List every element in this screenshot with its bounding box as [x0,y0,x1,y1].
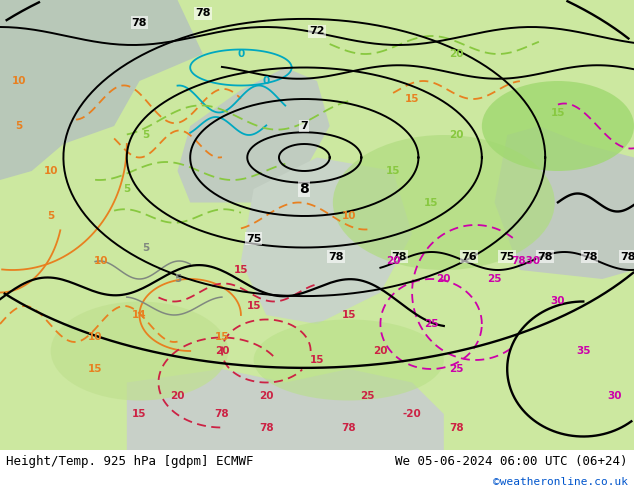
Text: 20: 20 [373,346,387,356]
Text: 78: 78 [259,422,274,433]
Text: 15: 15 [405,94,419,104]
Ellipse shape [333,135,555,270]
Text: 72: 72 [309,26,325,36]
Text: ©weatheronline.co.uk: ©weatheronline.co.uk [493,477,628,487]
Text: 15: 15 [133,409,146,419]
Ellipse shape [482,81,634,171]
Text: 78: 78 [392,251,407,262]
Ellipse shape [51,301,228,400]
Text: 20: 20 [450,130,463,140]
Text: We 05-06-2024 06:00 UTC (06+24): We 05-06-2024 06:00 UTC (06+24) [395,455,628,467]
Text: 5: 5 [142,130,150,140]
Text: 20: 20 [450,49,463,59]
Text: 30: 30 [551,296,565,307]
Text: 5: 5 [47,211,55,221]
Text: 15: 15 [424,197,438,207]
Text: 15: 15 [234,265,248,275]
Text: 78: 78 [195,8,210,19]
Text: 15: 15 [386,166,400,176]
Text: 10: 10 [342,211,356,221]
Text: 5: 5 [142,243,150,252]
Text: 5: 5 [123,184,131,194]
Text: 75: 75 [500,251,515,262]
Text: 78: 78 [341,422,356,433]
Text: 20: 20 [171,391,184,401]
Text: 20: 20 [437,274,451,284]
Text: 10: 10 [88,333,102,343]
Text: 78: 78 [132,18,147,27]
Text: 30: 30 [608,391,622,401]
Text: 78: 78 [538,251,553,262]
Text: 15: 15 [247,301,261,311]
Text: 14: 14 [132,310,147,320]
Text: 25: 25 [424,319,438,329]
Text: 20: 20 [386,256,400,266]
Text: 7830: 7830 [512,256,541,266]
Text: -20: -20 [403,409,422,419]
Text: 78: 78 [449,422,464,433]
Text: 10: 10 [94,256,108,266]
Text: 15: 15 [215,333,229,343]
Text: 7: 7 [301,121,308,131]
Text: 15: 15 [551,107,565,118]
Text: 35: 35 [576,346,590,356]
Text: 78: 78 [328,251,344,262]
Text: 10: 10 [44,166,58,176]
Text: 0: 0 [237,49,245,59]
Text: Height/Temp. 925 hPa [gdpm] ECMWF: Height/Temp. 925 hPa [gdpm] ECMWF [6,455,254,467]
Text: 20: 20 [259,391,273,401]
Polygon shape [127,369,444,450]
Text: 15: 15 [342,310,356,320]
Text: 0: 0 [262,76,270,86]
Text: 5: 5 [15,121,23,131]
Text: 10: 10 [12,76,26,86]
Ellipse shape [254,319,444,400]
Polygon shape [495,126,634,279]
Text: 75: 75 [246,234,261,244]
Text: 8: 8 [299,182,309,196]
Text: 25: 25 [450,364,463,374]
Text: 78: 78 [214,409,230,419]
Text: 25: 25 [488,274,501,284]
Text: 25: 25 [361,391,375,401]
Text: 76: 76 [462,251,477,262]
Text: 78: 78 [620,251,634,262]
Polygon shape [178,68,330,202]
Text: 15: 15 [310,355,324,365]
Text: 20: 20 [215,346,229,356]
Text: 78: 78 [582,251,597,262]
Polygon shape [241,157,412,324]
Text: 15: 15 [88,364,102,374]
Polygon shape [0,0,203,180]
Text: 5: 5 [174,274,181,284]
